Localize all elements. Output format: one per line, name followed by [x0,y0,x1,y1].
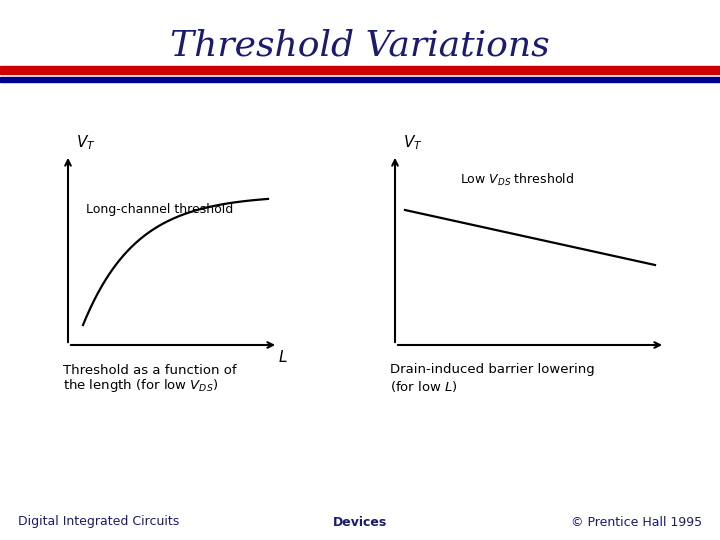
Text: the length (for low $V_{DS}$): the length (for low $V_{DS}$) [63,377,218,395]
Text: © Prentice Hall 1995: © Prentice Hall 1995 [571,516,702,529]
Text: $L$: $L$ [278,349,288,365]
Text: $V_T$: $V_T$ [76,133,96,152]
Text: $V_T$: $V_T$ [403,133,423,152]
Text: Low $V_{DS}$ threshold: Low $V_{DS}$ threshold [460,172,574,188]
Text: Devices: Devices [333,516,387,529]
Text: Threshold Variations: Threshold Variations [170,28,550,62]
Text: Digital Integrated Circuits: Digital Integrated Circuits [18,516,179,529]
Text: Drain-induced barrier lowering: Drain-induced barrier lowering [390,363,595,376]
Bar [0,66,720,74]
Text: Long-channel threshold: Long-channel threshold [86,204,233,217]
Bar [0,77,720,82]
Text: Threshold as a function of: Threshold as a function of [63,363,237,376]
Text: (for low $L$): (for low $L$) [390,379,458,394]
